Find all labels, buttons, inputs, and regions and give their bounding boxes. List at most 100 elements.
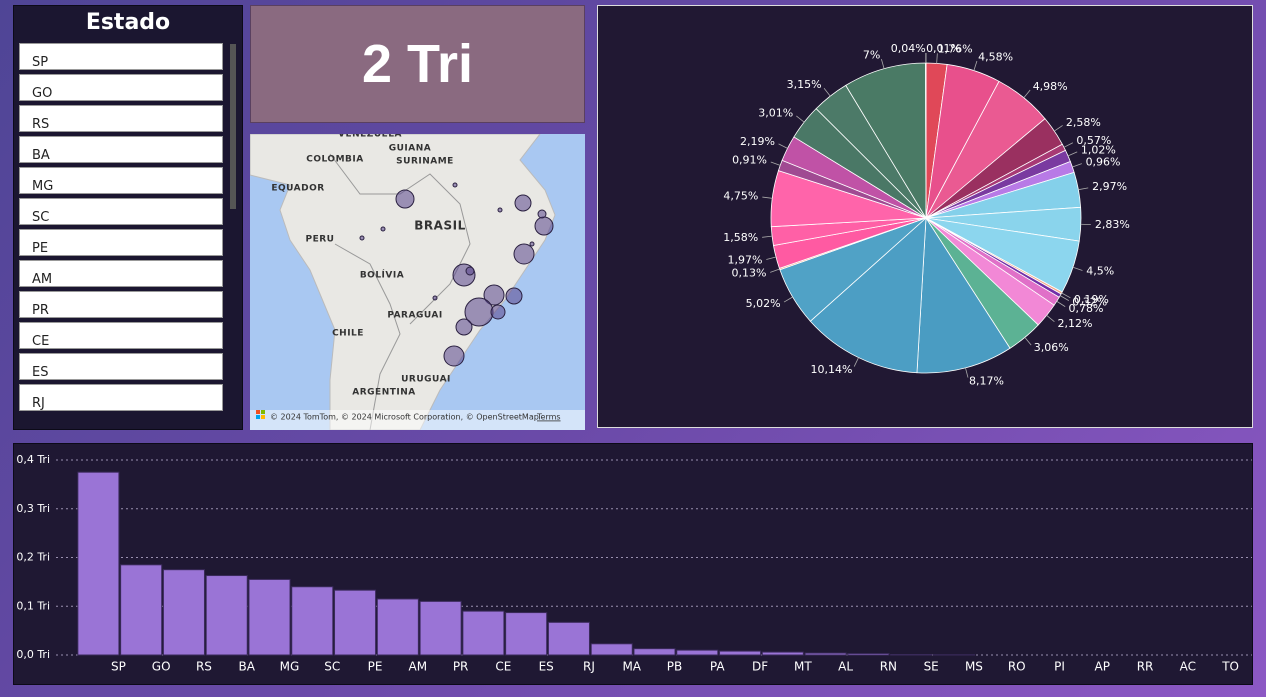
x-tick-label: AL [838,660,853,674]
bar [590,643,633,656]
leader-line [766,256,777,260]
data-label: 7% [863,48,880,61]
logo [261,415,265,419]
leader-line [1046,315,1055,322]
bar [419,600,462,656]
map-label: CHILE [332,329,364,339]
bar [462,610,505,656]
attribution-bg [250,410,585,430]
map-label: URUGUAI [401,375,451,385]
slicer-item[interactable]: PR [19,291,223,318]
slicer-item[interactable]: GO [19,74,223,101]
map-label: EQUADOR [271,184,324,194]
leader-line [1056,300,1066,307]
data-label: 4,58% [978,50,1013,63]
map-label: BRASIL [414,219,465,233]
x-tick-label: RO [1008,660,1026,674]
slicer-item[interactable]: RS [19,105,223,132]
slicer-item[interactable]: SC [19,198,223,225]
map-label: VENEZUELA [338,134,402,140]
logo [256,415,260,419]
leader-line [1059,295,1070,301]
data-label: 0,96% [1086,155,1121,168]
data-label: 0,04% [891,42,926,55]
slicer-item[interactable]: PE [19,229,223,256]
slicer-item[interactable]: SP [19,43,223,70]
map-bubble [483,284,505,306]
map-label: COLOMBIA [306,155,363,165]
data-label: 4,75% [723,190,758,203]
logo [261,410,265,414]
data-label: 1,76% [938,42,973,55]
slicer-item[interactable]: RJ [19,384,223,411]
bar [248,578,291,656]
data-label: 0,78% [1069,302,1104,315]
card: 2 Tri [250,5,585,123]
leader-line [823,88,831,97]
slicer-item[interactable]: ES [19,353,223,380]
data-label: 3,15% [787,78,822,91]
x-tick-label: SE [924,660,939,674]
bar [719,650,762,656]
leader-line [1024,337,1032,346]
y-tick-label: 0,3 Tri [16,502,50,515]
scrollbar[interactable] [230,44,236,209]
map-bubble [505,287,523,305]
x-tick-label: AM [409,660,428,674]
map-bubble [359,235,365,241]
map-bubble [490,304,506,320]
slicer-item[interactable]: CE [19,322,223,349]
data-label: 2,97% [1092,180,1127,193]
border [334,243,401,430]
leader-line [973,60,978,71]
map-bubble [529,241,535,247]
map-bubble [514,194,532,212]
x-tick-label: AC [1180,660,1196,674]
x-tick-label: AP [1095,660,1110,674]
x-tick-label: MS [965,660,983,674]
data-label: 3,01% [758,106,793,119]
map-bubble [380,226,386,232]
slicer-item[interactable]: AM [19,260,223,287]
pie-chart: 0,01%1,76% 4,58% 4,98% 2,58% 0,57%1,02%0,96%… [597,5,1253,428]
bar [77,471,120,656]
data-label: 0,19% [1074,293,1109,306]
leader-line [783,296,793,303]
data-label: 0,01% [926,42,961,55]
x-tick-label: ES [539,660,554,674]
map-bubble [432,295,438,301]
leader-line [936,53,938,64]
data-label: 1,97% [727,254,762,267]
slicer-item[interactable]: BA [19,136,223,163]
data-label: 4,98% [1033,80,1068,93]
bar [847,653,890,656]
slicer-item[interactable]: MG [19,167,223,194]
map-label: GUIANA [389,144,432,154]
bar [291,586,334,656]
map-bubble [465,266,475,276]
bar [761,651,804,656]
leader-line [762,235,773,238]
map-label: PARAGUAI [387,311,442,321]
bar [547,621,590,656]
data-label: 2,58% [1066,116,1101,129]
map-label: BOLÍVIA [360,269,404,281]
map-bubble [455,318,473,336]
data-label: 5,02% [746,297,781,310]
bar [334,589,377,656]
data-label: 0,32% [1072,296,1107,309]
pie-slice [845,62,927,220]
map[interactable]: © 2024 TomTom, © 2024 Microsoft Corporat… [250,134,585,430]
data-label: 3,06% [1034,341,1069,354]
leader-line [796,115,805,123]
x-tick-label: PE [368,660,383,674]
map-bubble [534,216,554,236]
x-tick-label: SC [324,660,340,674]
terms-link[interactable]: Terms [536,413,561,422]
bar [162,569,205,656]
x-tick-label: CE [495,660,511,674]
leader-line [1072,266,1083,271]
map-bubble [452,182,458,188]
leader-line [1072,163,1082,168]
leader-line [965,367,969,378]
